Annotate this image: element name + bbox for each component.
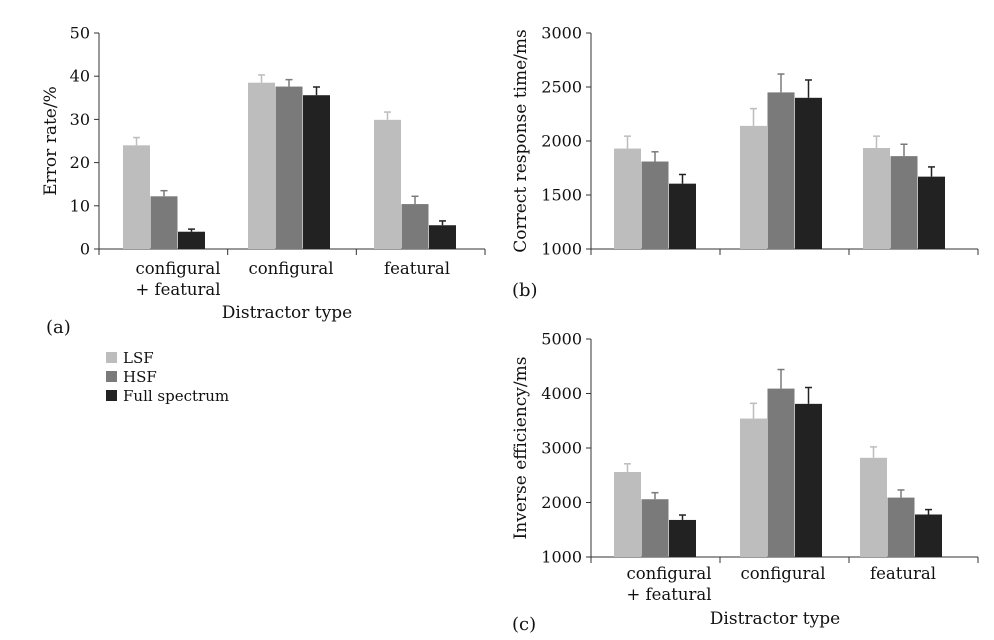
bar-hsf — [641, 499, 669, 557]
y-tick-label: 2000 — [541, 132, 582, 151]
y-tick-label: 5000 — [541, 330, 582, 349]
bar-full-spectrum — [795, 403, 822, 557]
y-axis-label: Error rate/% — [41, 86, 61, 195]
bar-full-spectrum — [178, 231, 205, 249]
bar-full-spectrum — [669, 519, 696, 557]
bar-lsf — [863, 148, 890, 249]
bar-lsf — [860, 457, 887, 557]
category-label: featural — [870, 564, 936, 583]
category-label: configural — [627, 564, 712, 583]
y-tick-label: 30 — [70, 110, 90, 129]
bar-hsf — [767, 388, 795, 557]
category-label: configural — [741, 564, 826, 583]
legend-label: HSF — [123, 368, 157, 386]
panel-label: (a) — [46, 317, 71, 338]
bar-lsf — [123, 145, 150, 249]
panel-label: (c) — [512, 614, 536, 635]
y-tick-label: 0 — [80, 240, 90, 259]
y-tick-label: 1000 — [541, 240, 582, 259]
category-label: configural — [136, 259, 221, 278]
bar-hsf — [275, 86, 303, 250]
bar-full-spectrum — [795, 97, 822, 249]
y-tick-label: 10 — [70, 196, 90, 215]
y-tick-label: 2500 — [541, 78, 582, 97]
bar-lsf — [740, 418, 767, 557]
bar-full-spectrum — [429, 225, 456, 249]
y-tick-label: 3000 — [541, 439, 582, 458]
bar-hsf — [887, 497, 915, 557]
category-label: + featural — [135, 280, 220, 299]
panel-label: (b) — [512, 280, 538, 301]
bar-lsf — [740, 125, 767, 249]
y-tick-label: 1000 — [541, 548, 582, 567]
y-tick-label: 2000 — [541, 493, 582, 512]
y-axis-label: Inverse efficiency/ms — [511, 357, 531, 540]
x-axis-label: Distractor type — [710, 609, 840, 629]
legend-swatch — [106, 371, 117, 382]
legend-label: LSF — [123, 349, 154, 367]
y-tick-label: 3000 — [541, 24, 582, 43]
y-tick-label: 4000 — [541, 384, 582, 403]
category-label: featural — [384, 259, 450, 278]
bar-lsf — [248, 82, 275, 250]
category-label: + featural — [626, 585, 711, 604]
x-axis-label: Distractor type — [222, 303, 352, 323]
bar-hsf — [150, 196, 178, 249]
legend-label: Full spectrum — [123, 387, 229, 405]
bar-full-spectrum — [303, 95, 330, 249]
y-tick-label: 50 — [70, 24, 90, 43]
panel-c: 1000 2000 3000 4000 5000 configural + featural… — [511, 330, 979, 635]
bar-lsf — [374, 119, 401, 249]
y-tick-label: 20 — [70, 153, 90, 172]
bar-lsf — [614, 148, 641, 249]
y-axis-label: Correct response time/ms — [511, 29, 531, 253]
bar-hsf — [401, 204, 429, 249]
bar-full-spectrum — [918, 176, 945, 249]
y-tick-label: 1500 — [541, 186, 582, 205]
legend-swatch — [106, 390, 117, 401]
bar-full-spectrum — [915, 514, 942, 557]
bar-hsf — [641, 161, 669, 249]
bar-hsf — [890, 156, 918, 249]
panel-b: 1000 1500 2000 2500 3000 Correct response tim… — [511, 24, 979, 301]
bar-lsf — [614, 471, 641, 557]
legend-swatch — [106, 352, 117, 363]
bar-full-spectrum — [669, 183, 696, 249]
bar-hsf — [767, 92, 795, 250]
panel-a: 0 10 20 30 40 50 configural + featural configura… — [41, 24, 486, 338]
y-tick-label: 40 — [70, 67, 90, 86]
category-label: configural — [249, 259, 334, 278]
